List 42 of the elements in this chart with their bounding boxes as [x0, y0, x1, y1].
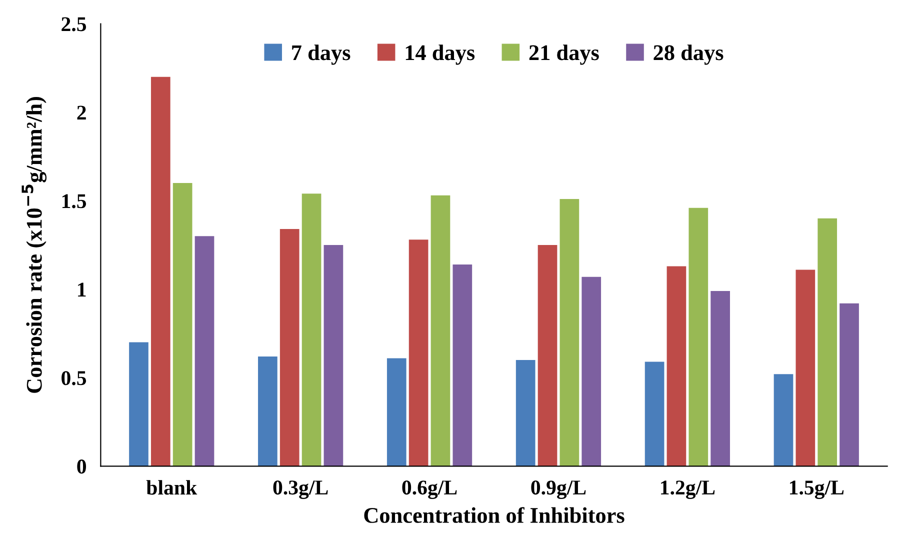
bar [386, 358, 406, 466]
bar [582, 276, 602, 466]
bar [774, 374, 794, 466]
y-tick-label: 2 [77, 106, 86, 120]
bar [280, 229, 300, 466]
bar [538, 244, 558, 466]
bar [710, 290, 730, 466]
y-tick-label: 0 [77, 460, 86, 474]
x-tick-label: 1.2g/L [661, 480, 715, 499]
bar [644, 362, 664, 466]
y-tick-label: 2.5 [62, 17, 86, 32]
bar [172, 183, 192, 466]
bar [688, 208, 708, 466]
bar [408, 240, 428, 466]
x-tick-label: blank [146, 480, 198, 495]
y-tick-label: 1.5 [62, 194, 86, 208]
bar [324, 244, 344, 466]
bar [818, 218, 838, 466]
bar [194, 236, 214, 466]
bar [560, 198, 580, 466]
bar [430, 195, 450, 466]
legend-label: 21 days [529, 44, 599, 65]
bar [150, 76, 170, 466]
bar [452, 264, 472, 466]
bar [796, 270, 816, 466]
x-tick-label: 0.9g/L [531, 480, 586, 499]
legend-label: 7 days [292, 44, 350, 65]
bar [666, 266, 686, 466]
x-axis-title: Concentration of Inhibitors [364, 507, 624, 523]
bar [840, 303, 859, 466]
bar [516, 360, 536, 466]
y-tick-label: 0.5 [62, 371, 86, 386]
y-axis-title: Corrosion rate (x10$^{−5}$g/mm²/h) [22, 97, 47, 393]
bar [129, 342, 148, 466]
x-tick-label: 1.5g/L [790, 480, 844, 499]
bar [258, 356, 278, 466]
legend-label: 14 days [406, 44, 475, 65]
legend-label: 28 days [654, 44, 724, 65]
bar [302, 194, 322, 466]
x-tick-label: 0.3g/L [273, 480, 328, 499]
y-tick-label: 1 [78, 282, 86, 296]
x-tick-label: 0.6g/L [402, 480, 457, 499]
